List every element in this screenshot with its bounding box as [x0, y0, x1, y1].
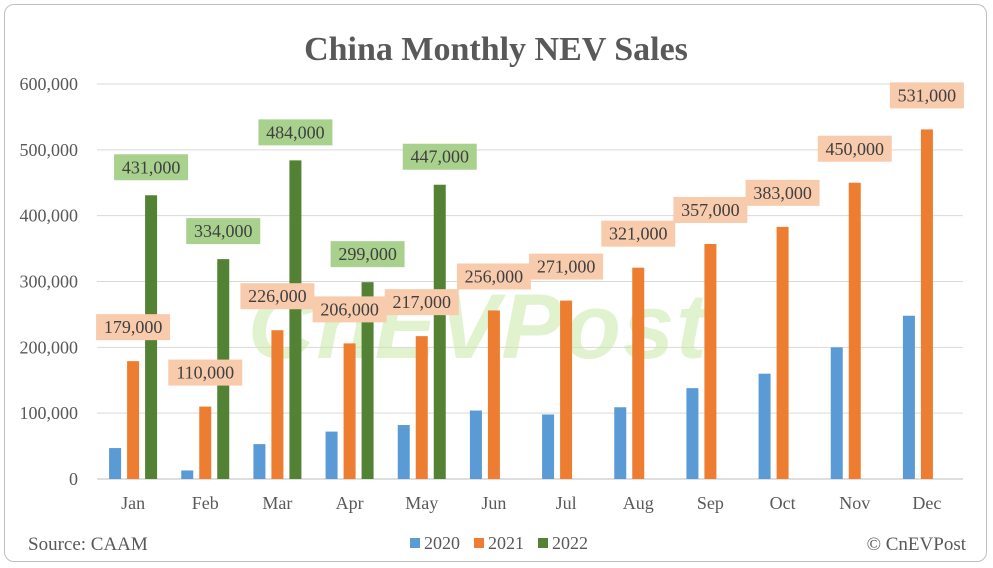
bar-2021-dec: [920, 129, 933, 480]
copyright-note: © CnEVPost: [867, 534, 967, 555]
data-label-box: [529, 253, 604, 280]
data-label-2022-may: 447,000: [411, 147, 470, 167]
data-labels: 179,000 110,000 226,000 206,000 217,000 256,0…: [96, 82, 964, 386]
data-label-2021-mar: 226,000: [248, 286, 307, 306]
x-tick-label: May: [405, 493, 438, 513]
bar-2021-aug: [632, 267, 645, 479]
data-label-box: [114, 154, 189, 181]
data-label-2021-aug: 321,000: [609, 224, 668, 244]
bar-2021-jul: [560, 300, 573, 479]
data-label-2021-jan: 179,000: [104, 317, 163, 337]
data-label-2021-dec: 531,000: [898, 85, 957, 105]
data-label-box: [312, 296, 387, 323]
y-tick-label: 400,000: [20, 206, 79, 226]
data-label-box: [601, 220, 676, 247]
y-tick-label: 500,000: [20, 140, 79, 160]
data-label-box: [456, 263, 531, 290]
legend-swatch-2022: [538, 538, 548, 548]
data-label-box: [96, 314, 171, 341]
data-label-box: [240, 283, 315, 310]
bar-2020-dec: [902, 315, 915, 479]
bar-2021-oct: [776, 226, 789, 479]
data-label-2021-jun: 256,000: [465, 266, 524, 286]
x-tick-label: Jun: [481, 493, 506, 513]
bar-2021-jan: [127, 361, 140, 479]
legend-label-2022: 2022: [552, 533, 588, 553]
bar-2021-feb: [199, 406, 212, 479]
data-label-2021-feb: 110,000: [176, 363, 234, 383]
x-tick-label: Apr: [336, 493, 364, 513]
data-label-2021-nov: 450,000: [826, 139, 885, 159]
x-tick-label: Oct: [770, 493, 796, 513]
x-tick-label: Nov: [839, 493, 870, 513]
data-label-box: [402, 143, 477, 170]
bar-2021-apr: [343, 343, 356, 479]
y-tick-label: 300,000: [20, 272, 79, 292]
data-label-2021-oct: 383,000: [753, 183, 812, 203]
bar-2020-jan: [109, 448, 122, 479]
bar-2021-nov: [848, 182, 861, 479]
x-tick-label: Jan: [121, 493, 145, 513]
source-note: Source: CAAM: [28, 534, 148, 555]
data-label-2021-jul: 271,000: [537, 257, 596, 277]
legend-label-2020: 2020: [424, 533, 460, 553]
y-tick-label: 600,000: [20, 74, 79, 94]
bar-2020-sep: [686, 388, 699, 479]
data-label-box: [258, 119, 333, 146]
data-label-2021-apr: 206,000: [320, 299, 379, 319]
x-tick-label: Sep: [697, 493, 724, 513]
bar-2021-jun: [487, 310, 500, 479]
bars: [109, 129, 933, 480]
data-label-2021-sep: 357,000: [681, 200, 740, 220]
y-tick-label: 100,000: [20, 403, 79, 423]
data-label-box: [384, 289, 459, 316]
legend-swatch-2020: [410, 538, 420, 548]
data-label-2022-jan: 431,000: [122, 157, 181, 177]
bar-2021-may: [415, 336, 428, 479]
data-label-box: [817, 135, 892, 162]
legend-label-2021: 2021: [488, 533, 524, 553]
data-label-2022-apr: 299,000: [338, 244, 397, 264]
bar-2020-aug: [614, 407, 627, 479]
bar-2020-mar: [253, 444, 266, 479]
data-label-box: [745, 179, 820, 206]
x-tick-label: Mar: [262, 493, 292, 513]
bar-2020-jul: [542, 414, 555, 479]
watermark-text: CnEVPost: [248, 276, 710, 378]
bar-2021-mar: [271, 330, 284, 479]
legend: 2020 2021 2022: [410, 533, 588, 553]
y-tick-label: 200,000: [20, 337, 79, 357]
bar-2020-feb: [181, 470, 194, 479]
bar-2020-may: [397, 425, 410, 479]
data-label-2022-feb: 334,000: [194, 221, 253, 241]
data-label-box: [889, 82, 964, 109]
x-axis-ticks: Jan Feb Mar Apr May Jun Jul Aug Sep Oct Nov Dec: [121, 493, 941, 513]
data-label-2021-may: 217,000: [393, 292, 452, 312]
y-axis-ticks: 0 100,000 200,000 300,000 400,000 500,000 600,…: [20, 74, 79, 489]
bar-2020-nov: [830, 347, 843, 479]
data-label-box: [673, 196, 748, 223]
chart-title: China Monthly NEV Sales: [304, 31, 688, 68]
x-tick-label: Feb: [192, 493, 219, 513]
x-tick-label: Jul: [556, 493, 577, 513]
bar-2022-mar: [289, 160, 302, 479]
bar-2020-jun: [469, 410, 482, 479]
x-tick-label: Aug: [623, 493, 654, 513]
data-label-2022-mar: 484,000: [266, 122, 325, 142]
data-label-box: [186, 218, 261, 245]
bar-2020-apr: [325, 431, 338, 479]
data-label-box: [168, 359, 243, 386]
bar-2021-sep: [704, 243, 717, 479]
bar-2022-may: [433, 184, 446, 479]
bar-2020-oct: [758, 373, 771, 479]
y-tick-label: 0: [69, 469, 78, 489]
x-tick-label: Dec: [912, 493, 941, 513]
data-label-box: [330, 241, 405, 268]
legend-swatch-2021: [474, 538, 484, 548]
bar-2022-apr: [361, 282, 374, 479]
